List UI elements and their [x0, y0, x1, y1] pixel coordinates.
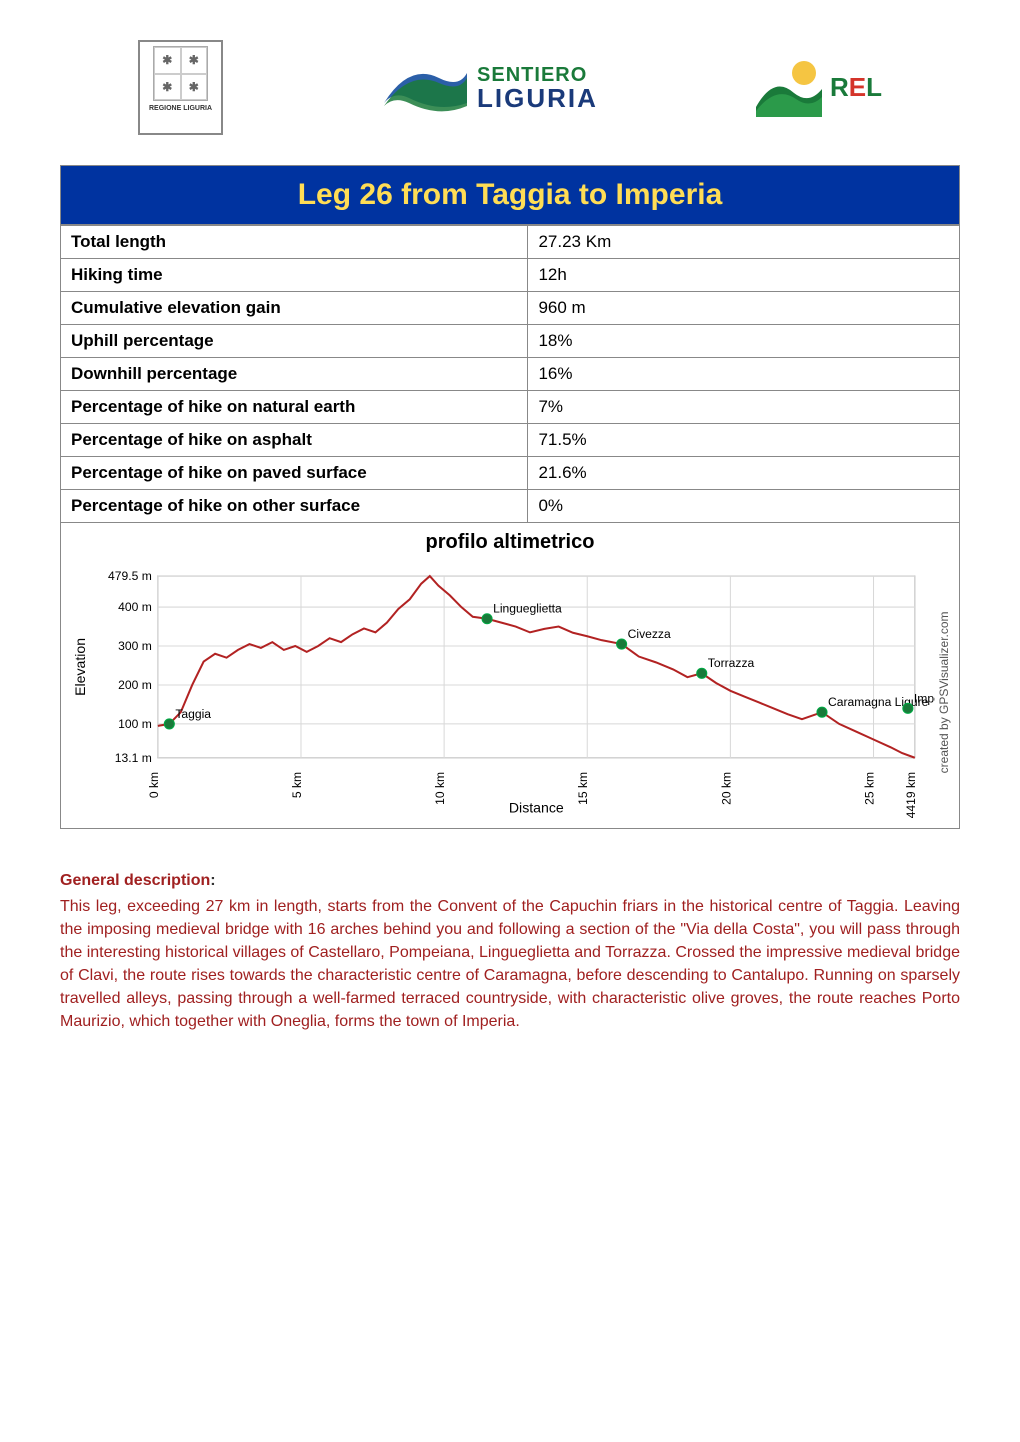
spec-label: Uphill percentage	[61, 325, 528, 358]
elevation-chart-container: profilo altimetrico 479.5 m 400 m 300 m 200…	[60, 523, 960, 829]
svg-text:Taggia: Taggia	[175, 707, 211, 721]
spec-value: 12h	[528, 259, 960, 292]
spec-table: Total length27.23 KmHiking time12hCumula…	[60, 225, 960, 523]
spec-value: 71.5%	[528, 424, 960, 457]
table-row: Cumulative elevation gain960 m	[61, 292, 960, 325]
table-row: Percentage of hike on asphalt71.5%	[61, 424, 960, 457]
description-heading: General description	[60, 872, 210, 889]
svg-text:15 km: 15 km	[576, 772, 590, 805]
spec-label: Downhill percentage	[61, 358, 528, 391]
spec-value: 16%	[528, 358, 960, 391]
spec-value: 7%	[528, 391, 960, 424]
svg-text:25 km: 25 km	[863, 772, 877, 805]
svg-text:479.5 m: 479.5 m	[108, 569, 152, 583]
table-row: Uphill percentage18%	[61, 325, 960, 358]
logo-row: ✱✱✱✱ REGIONE LIGURIA SENTIERO LIGURIA RE…	[60, 40, 960, 135]
spec-label: Total length	[61, 226, 528, 259]
svg-text:400 m: 400 m	[118, 600, 152, 614]
description-body: This leg, exceeding 27 km in length, sta…	[60, 895, 960, 1034]
table-row: Percentage of hike on natural earth7%	[61, 391, 960, 424]
description-block: General description: This leg, exceeding…	[60, 869, 960, 1033]
svg-text:20 km: 20 km	[719, 772, 733, 805]
svg-text:Elevation: Elevation	[72, 638, 88, 696]
chart-title: profilo altimetrico	[67, 531, 953, 554]
spec-label: Percentage of hike on other surface	[61, 490, 528, 523]
logo-regione: ✱✱✱✱ REGIONE LIGURIA	[138, 40, 223, 135]
table-row: Percentage of hike on other surface0%	[61, 490, 960, 523]
logo-sentiero-icon	[379, 58, 469, 118]
leg-title: Leg 26 from Taggia to Imperia	[60, 165, 960, 225]
spec-value: 960 m	[528, 292, 960, 325]
spec-label: Percentage of hike on paved surface	[61, 457, 528, 490]
spec-value: 0%	[528, 490, 960, 523]
svg-text:Distance: Distance	[509, 799, 564, 815]
svg-text:Torrazza: Torrazza	[708, 656, 755, 670]
svg-text:Civezza: Civezza	[628, 627, 671, 641]
svg-text:300 m: 300 m	[118, 639, 152, 653]
svg-text:26.4419 km: 26.4419 km	[904, 772, 918, 818]
spec-value: 21.6%	[528, 457, 960, 490]
table-row: Percentage of hike on paved surface21.6%	[61, 457, 960, 490]
table-row: Downhill percentage16%	[61, 358, 960, 391]
svg-text:200 m: 200 m	[118, 678, 152, 692]
svg-text:Imperia: Imperia	[914, 691, 935, 705]
svg-text:5 km: 5 km	[290, 772, 304, 798]
sentiero-line1: SENTIERO	[477, 65, 598, 85]
logo-regione-label: REGIONE LIGURIA	[149, 105, 212, 112]
spec-label: Hiking time	[61, 259, 528, 292]
svg-text:Lingueglietta: Lingueglietta	[493, 602, 562, 616]
svg-text:100 m: 100 m	[118, 717, 152, 731]
logo-sentiero: SENTIERO LIGURIA	[379, 58, 598, 118]
rel-text: REL	[830, 72, 882, 103]
chart-credit: created by GPSVisualizer.com	[935, 566, 953, 818]
table-row: Hiking time12h	[61, 259, 960, 292]
logo-rel: REL	[754, 55, 882, 120]
elevation-chart: 479.5 m 400 m 300 m 200 m 100 m 13.1 m 0 km 5 k…	[67, 566, 935, 818]
spec-label: Percentage of hike on asphalt	[61, 424, 528, 457]
svg-text:13.1 m: 13.1 m	[115, 751, 152, 765]
table-row: Total length27.23 Km	[61, 226, 960, 259]
spec-label: Cumulative elevation gain	[61, 292, 528, 325]
sentiero-line2: LIGURIA	[477, 85, 598, 111]
spec-value: 18%	[528, 325, 960, 358]
svg-text:10 km: 10 km	[433, 772, 447, 805]
spec-label: Percentage of hike on natural earth	[61, 391, 528, 424]
svg-text:0 km: 0 km	[147, 772, 161, 798]
spec-value: 27.23 Km	[528, 226, 960, 259]
rel-icon	[754, 55, 824, 120]
